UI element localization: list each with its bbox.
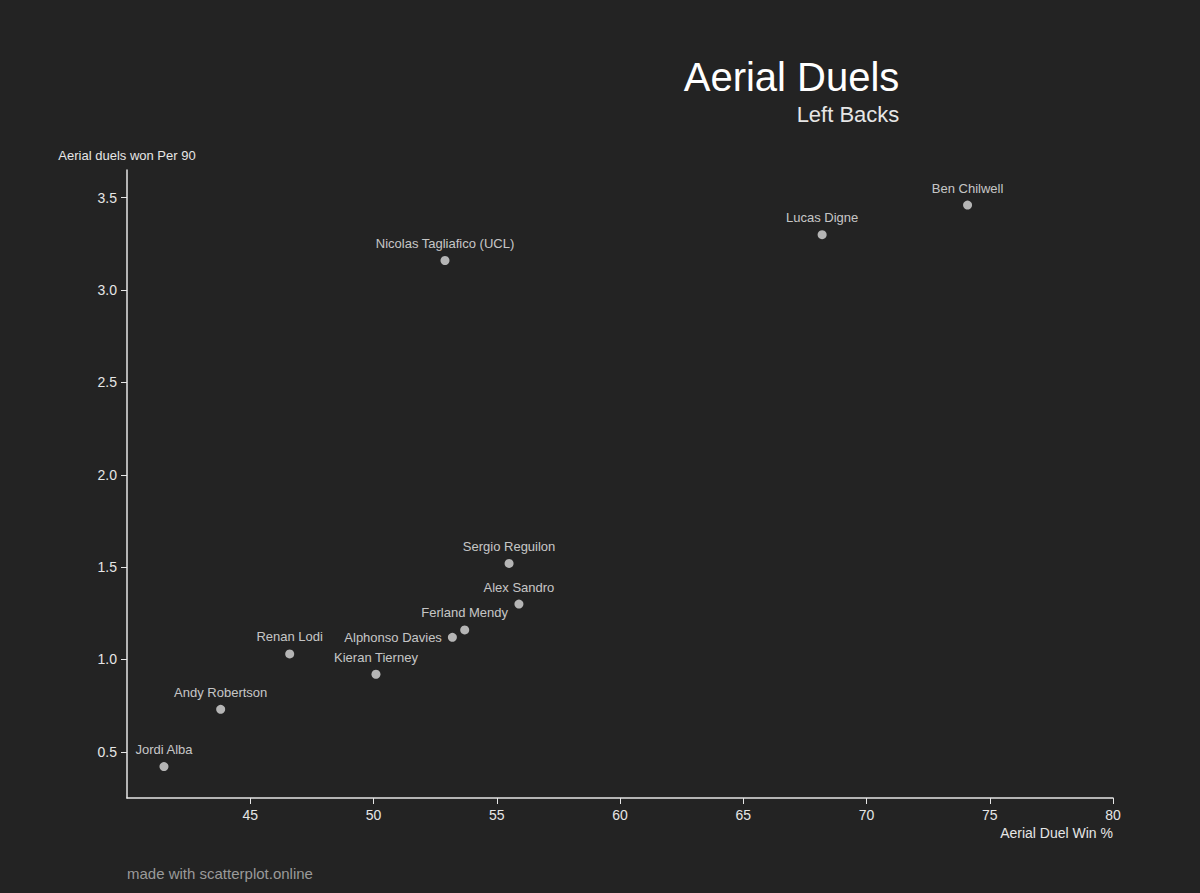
svg-text:Renan Lodi: Renan Lodi [256, 629, 323, 644]
svg-text:3.5: 3.5 [98, 190, 118, 206]
svg-text:Aerial duels won Per 90: Aerial duels won Per 90 [58, 148, 195, 163]
svg-text:Nicolas Tagliafico (UCL): Nicolas Tagliafico (UCL) [376, 236, 514, 251]
svg-text:55: 55 [489, 807, 505, 823]
svg-text:45: 45 [242, 807, 258, 823]
svg-text:Aerial Duel Win %: Aerial Duel Win % [1000, 825, 1113, 841]
svg-text:3.0: 3.0 [98, 282, 118, 298]
svg-text:Aerial Duels: Aerial Duels [684, 55, 900, 99]
svg-text:50: 50 [366, 807, 382, 823]
svg-text:Lucas Digne: Lucas Digne [786, 210, 858, 225]
svg-text:1.0: 1.0 [98, 651, 118, 667]
svg-text:Jordi Alba: Jordi Alba [135, 742, 193, 757]
svg-text:2.5: 2.5 [98, 374, 118, 390]
svg-text:1.5: 1.5 [98, 559, 118, 575]
svg-text:70: 70 [859, 807, 875, 823]
svg-text:65: 65 [735, 807, 751, 823]
svg-text:Alphonso Davies: Alphonso Davies [344, 630, 442, 645]
svg-text:2.0: 2.0 [98, 467, 118, 483]
svg-text:0.5: 0.5 [98, 744, 118, 760]
svg-text:60: 60 [612, 807, 628, 823]
svg-text:Kieran Tierney: Kieran Tierney [334, 650, 418, 665]
svg-text:75: 75 [982, 807, 998, 823]
svg-text:80: 80 [1105, 807, 1121, 823]
svg-text:Andy Robertson: Andy Robertson [174, 685, 267, 700]
svg-text:Left Backs: Left Backs [797, 102, 900, 127]
svg-text:Alex Sandro: Alex Sandro [484, 580, 555, 595]
svg-text:Ferland Mendy: Ferland Mendy [421, 605, 508, 620]
svg-text:Sergio Reguilon: Sergio Reguilon [463, 539, 556, 554]
svg-text:made with scatterplot.online: made with scatterplot.online [127, 865, 313, 882]
svg-text:Ben Chilwell: Ben Chilwell [932, 181, 1004, 196]
